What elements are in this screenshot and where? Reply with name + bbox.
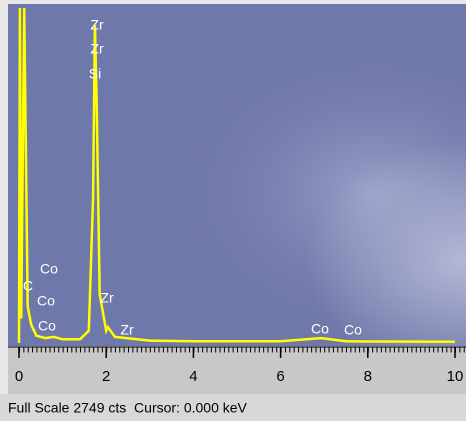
peak-label: Si [89, 66, 101, 82]
x-tick-label: 4 [189, 368, 197, 385]
peak-label: Zr [100, 290, 114, 306]
spectrum-window: Full Scale 2749 cts Cursor: 0.000 keV 0 2… [0, 0, 466, 421]
peak-label: Zr [120, 322, 134, 338]
x-tick-label: 2 [102, 368, 110, 385]
peak-label: Zr [90, 17, 104, 33]
peak-label: Co [38, 318, 56, 334]
peak-label: Co [40, 261, 58, 277]
status-text: Full Scale 2749 cts Cursor: 0.000 keV [8, 400, 248, 416]
peak-label: Co [311, 321, 329, 337]
peak-label: Zr [90, 41, 104, 57]
peak-label: Co [344, 322, 362, 338]
image-overlay [8, 4, 466, 346]
peak-label: Co [37, 293, 55, 309]
axis-strip [8, 346, 466, 394]
x-tick-label: 6 [276, 368, 284, 385]
x-tick-label: 0 [15, 368, 23, 385]
peak-label: C [23, 278, 33, 294]
x-tick-label: 8 [364, 368, 372, 385]
x-tick-label: 10 [447, 368, 464, 385]
